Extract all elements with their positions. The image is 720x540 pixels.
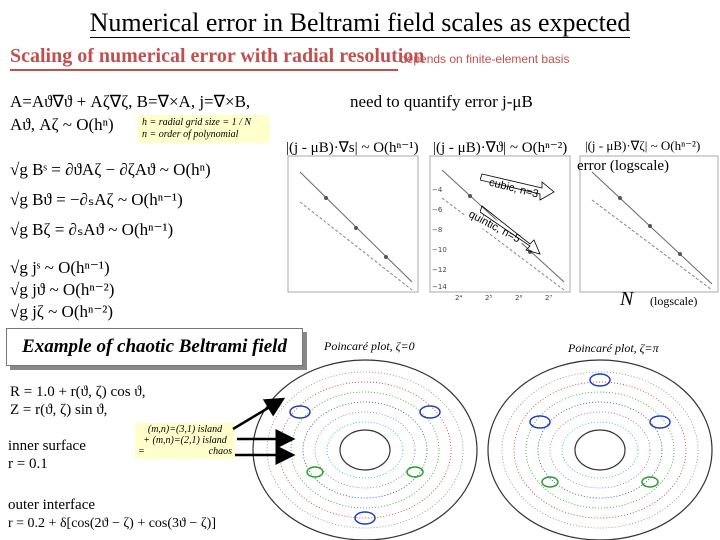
island-line-chaos: = chaos	[138, 446, 232, 457]
slide-title: Numerical error in Beltrami field scales…	[89, 8, 631, 38]
ytick-label: −14	[432, 283, 447, 291]
xaxis-suffix: (logscale)	[650, 294, 698, 308]
cubic-arrow-icon	[480, 173, 555, 201]
panel3-label: |(j - μB)·∇ζ| ~ O(hⁿ⁻²)	[585, 138, 701, 153]
ytick-label: −10	[432, 246, 447, 254]
poincare-plot-zeta-pi	[487, 359, 713, 540]
ytick-label: −4	[432, 186, 443, 194]
z-equation: Z = r(ϑ, ζ) sin ϑ,	[10, 402, 108, 418]
order-equation: Aϑ, Aζ ~ O(hⁿ)	[10, 115, 114, 134]
definition-line-n: n = order of polynomial	[142, 129, 239, 140]
b-component-theta: √g Bϑ = −∂ₛAζ ~ O(hⁿ⁻¹)	[10, 190, 183, 209]
slide-subtitle: Scaling of numerical error with radial r…	[10, 45, 425, 67]
cubic-line-3	[591, 171, 713, 285]
poincare-plot-zeta-0	[252, 359, 478, 540]
b-component-s: √g Bˢ = ∂ϑAζ − ∂ζAϑ ~ O(hⁿ)	[10, 160, 211, 179]
inner-surface-label: inner surface	[8, 438, 86, 454]
r-equation: R = 1.0 + r(ϑ, ζ) cos ϑ,	[10, 384, 146, 400]
outer-interface-label: outer interface	[8, 497, 96, 513]
arrow-to-31-island-icon	[232, 397, 286, 431]
ytick-label: −12	[432, 266, 447, 274]
chaotic-field-title: Example of chaotic Beltrami field	[6, 328, 303, 366]
quintic-arrow-icon	[480, 205, 541, 255]
panel1-label: |(j - μB)·∇s| ~ O(hⁿ⁻¹)	[286, 140, 419, 156]
island-arrows	[232, 397, 296, 465]
need-equation: need to quantify error j-μB	[350, 92, 533, 111]
definition-line-h: h = radial grid size = 1 / N	[142, 117, 252, 128]
j-component-theta: √g jϑ ~ O(hⁿ⁻²)	[10, 280, 115, 299]
yaxis-label: error (logscale)	[577, 158, 670, 174]
ytick-label: −8	[432, 226, 442, 234]
poincare-label-zeta-pi: Poincaré plot, ζ=π	[562, 338, 665, 359]
quintic-line-3	[591, 199, 713, 291]
j-component-s: √g jˢ ~ O(hⁿ⁻¹)	[10, 258, 110, 277]
xtick-label: 2⁴	[455, 294, 462, 302]
poincare-plots	[252, 359, 713, 540]
island-line-21: + (m,n)=(2,1) island	[143, 435, 227, 446]
basis-note: depends on finite-element basis	[400, 52, 570, 66]
xtick-label: 2⁵	[485, 294, 492, 302]
b-component-zeta: √g Bζ = ∂ₛAϑ ~ O(hⁿ⁻¹)	[10, 220, 174, 239]
island-line-31: (m,n)=(3,1) island	[147, 424, 223, 435]
panel2-label: |(j - μB)·∇ϑ| ~ O(hⁿ⁻²)	[433, 140, 568, 156]
plot-panel-3	[579, 155, 719, 293]
curve-label-arrows	[480, 173, 555, 255]
quintic-line-1	[299, 201, 413, 291]
poincare-label-zeta-0: Poincaré plot, ζ=0	[318, 336, 421, 357]
error-plots: −4 −6 −8 −10 −12 −14 2⁴ 2⁵ 2⁶ 2⁷	[287, 155, 719, 302]
subtitle-underline	[10, 69, 398, 71]
xtick-label: 2⁷	[545, 294, 552, 302]
definition-box: h = radial grid size = 1 / N n = order o…	[138, 115, 270, 143]
plot-panel-1	[287, 155, 419, 293]
j-component-zeta: √g jζ ~ O(hⁿ⁻²)	[10, 302, 114, 321]
definitions-equation: A=Aϑ∇ϑ + Aζ∇ζ, B=∇×A, j=∇×B,	[10, 92, 251, 111]
xtick-label: 2⁶	[515, 294, 522, 302]
ytick-label: −6	[432, 206, 443, 214]
quintic-line-2	[441, 197, 565, 291]
outer-interface-equation: r = 0.2 + δ[cos(2ϑ − ζ) + cos(3ϑ − ζ)]	[8, 516, 216, 531]
inner-surface-equation: r = 0.1	[8, 456, 48, 472]
xaxis-label: N	[620, 288, 634, 310]
island-legend-box: (m,n)=(3,1) island + (m,n)=(2,1) island …	[135, 423, 235, 459]
